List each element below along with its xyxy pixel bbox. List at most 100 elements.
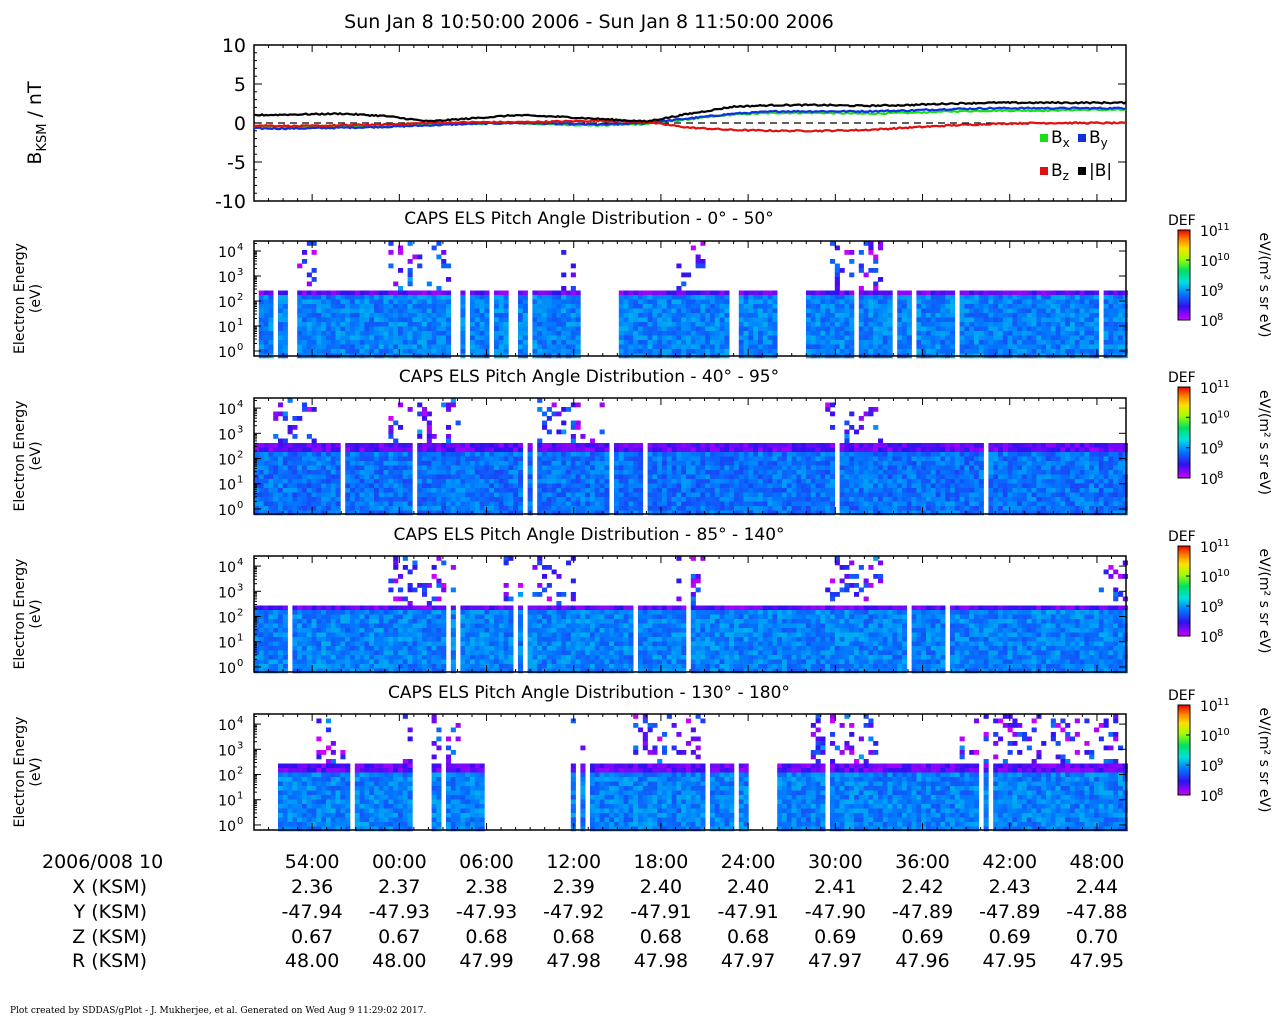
spectrogram-cell — [724, 465, 730, 471]
spectrogram-cell — [906, 479, 912, 484]
spectrogram-cell — [335, 479, 341, 484]
spectrogram-cell — [738, 483, 744, 489]
spectrogram-cell — [758, 483, 764, 489]
spectrogram-cell — [652, 335, 658, 341]
spectrogram-cell — [969, 295, 975, 300]
spectrogram-cell — [1050, 313, 1056, 318]
spectrogram-cell — [815, 344, 821, 350]
spectrogram-cell — [455, 443, 461, 448]
spectrogram-cell — [887, 326, 893, 332]
spectrogram-cell — [820, 506, 826, 511]
spectrogram-cell — [1007, 322, 1013, 327]
spectrogram-cell — [494, 308, 500, 314]
spectrogram-cell — [575, 452, 581, 457]
spectrogram-cell — [902, 506, 908, 511]
spectrogram-cell — [714, 465, 720, 471]
spectrogram-cell — [474, 326, 480, 332]
spectrogram-cell — [1089, 349, 1095, 354]
spectrogram-cell — [791, 497, 797, 502]
spectrogram-cell — [436, 492, 442, 498]
spectrogram-cell — [292, 470, 298, 475]
spectrogram-cell — [825, 510, 831, 516]
spectrogram-cell — [974, 322, 980, 327]
spectrogram-cell — [623, 331, 629, 336]
spectrogram-cell — [542, 313, 548, 318]
spectrogram-cell — [671, 295, 677, 300]
spectrogram-cell — [374, 447, 380, 453]
spectrogram-cell — [878, 331, 884, 336]
spectrogram-cell — [412, 317, 418, 323]
spectrogram-cell — [993, 335, 999, 341]
spectrogram-cell — [508, 474, 514, 480]
spectrogram-cell — [455, 465, 461, 471]
spectrogram-cell — [882, 452, 888, 457]
spectrogram-cell — [330, 317, 336, 323]
spectrogram-cell — [566, 474, 572, 480]
spectrogram-cell — [326, 456, 332, 462]
spectrogram-cell — [479, 335, 485, 341]
spectrogram-cell — [474, 506, 480, 511]
spectrogram-cell — [561, 304, 567, 309]
spectrogram-cell — [724, 474, 730, 480]
spectrogram-cell — [518, 443, 524, 448]
spectrogram-cell — [268, 304, 274, 309]
spectrogram-cell — [302, 497, 308, 502]
spectrogram-cell — [532, 317, 538, 323]
spectrogram-cell — [273, 416, 279, 421]
spectrogram-cell — [1031, 322, 1037, 327]
spectrogram-cell — [767, 510, 773, 516]
spectrogram-cell — [700, 326, 706, 332]
spectrogram-cell — [527, 470, 533, 475]
spectrogram-cell — [662, 497, 668, 502]
spectrogram-cell — [326, 447, 332, 453]
spectrogram-cell — [849, 443, 855, 448]
spectrogram-cell — [359, 510, 365, 516]
spectrogram-cell — [537, 452, 543, 457]
spectrogram-cell — [810, 510, 816, 516]
spectrogram-cell — [820, 317, 826, 323]
spectrogram-cell — [494, 488, 500, 493]
spectrogram-cell — [902, 483, 908, 489]
spectrogram-cell — [892, 470, 898, 475]
spectrogram-cell — [566, 308, 572, 314]
spectrogram-cell — [532, 335, 538, 341]
spectrogram-cell — [647, 483, 653, 489]
spectrogram-cell — [772, 340, 778, 345]
spectrogram-cell — [1070, 313, 1076, 318]
spectrogram-cell — [974, 331, 980, 336]
spectrogram-cell — [436, 290, 442, 296]
spectrogram-cell — [498, 349, 504, 354]
spectrogram-cell — [335, 497, 341, 502]
spectrogram-cell — [676, 492, 682, 498]
spectrogram-cell — [340, 344, 346, 350]
spectrogram-cell — [561, 483, 567, 489]
spectrogram-cell — [724, 290, 730, 296]
spectrogram-cell — [527, 474, 533, 480]
spectrogram-cell — [710, 465, 716, 471]
spectrogram-cell — [494, 501, 500, 507]
spectrogram-cell — [690, 510, 696, 516]
spectrogram-cell — [1079, 313, 1085, 318]
spectrogram-cell — [268, 506, 274, 511]
spectrogram-cell — [278, 304, 284, 309]
spectrogram-cell — [575, 470, 581, 475]
spectrogram-cell — [398, 501, 404, 507]
spectrogram-cell — [652, 488, 658, 493]
spectrogram-cell — [839, 492, 845, 498]
spectrogram-cell — [542, 322, 548, 327]
spectrogram-cell — [383, 340, 389, 345]
spectrogram-cell — [465, 479, 471, 484]
spectrogram-cell — [494, 479, 500, 484]
spectrogram-cell — [719, 340, 725, 345]
spectrogram-cell — [316, 483, 322, 489]
spectrogram-cell — [686, 308, 692, 314]
spectrogram-cell — [1113, 349, 1119, 354]
spectrogram-cell — [258, 349, 264, 354]
spectrogram-cell — [546, 506, 552, 511]
spectrogram-cell — [431, 461, 437, 466]
spectrogram-cell — [700, 497, 706, 502]
spectrogram-cell — [710, 479, 716, 484]
spectrogram-cell — [628, 313, 634, 318]
spectrogram-cell — [1050, 317, 1056, 323]
spectrogram-cell — [1113, 290, 1119, 296]
